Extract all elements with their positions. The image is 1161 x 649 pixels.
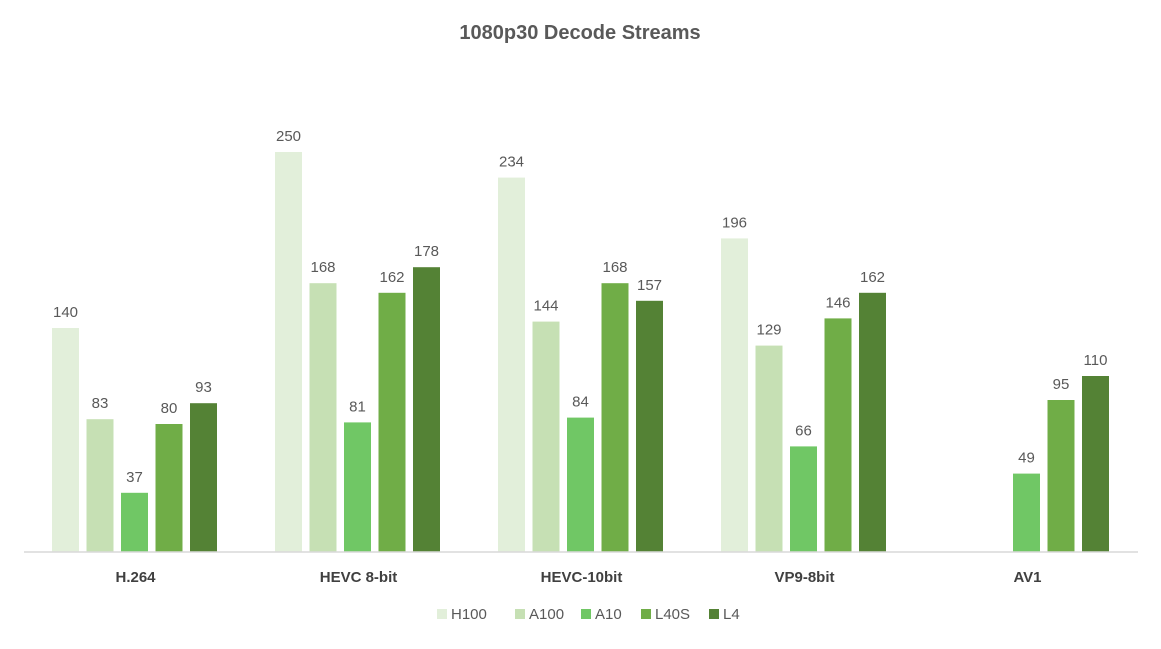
bar-l40s-hevc-10bit	[601, 283, 629, 552]
category-label-vp9-8bit: VP9-8bit	[774, 569, 834, 586]
data-label-h100-vp9-8bit: 196	[722, 214, 747, 231]
data-label-l4-av1: 110	[1084, 352, 1108, 369]
legend-swatch-a10	[581, 609, 591, 619]
data-label-a100-h-264: 83	[92, 395, 109, 412]
bar-l4-hevc-8-bit	[413, 267, 440, 552]
data-label-l40s-h-264: 80	[161, 400, 178, 417]
data-label-a10-h-264: 37	[126, 469, 143, 486]
legend: H100 A100 A10 L40S L4	[437, 606, 740, 623]
legend-label-h100: H100	[451, 606, 487, 623]
legend-label-a100: A100	[529, 606, 564, 623]
bar-h100-hevc-8-bit	[275, 152, 302, 552]
data-label-h100-h-264: 140	[53, 304, 78, 321]
data-label-a100-hevc-8-bit: 168	[310, 259, 335, 276]
bar-l4-av1	[1082, 376, 1109, 552]
bar-l4-h-264	[190, 403, 217, 552]
category-label-h-264: H.264	[115, 569, 156, 586]
bar-l4-hevc-10bit	[636, 300, 663, 552]
bar-a10-av1	[1013, 473, 1040, 552]
category-label-hevc-8-bit: HEVC 8-bit	[320, 569, 398, 586]
bar-h100-hevc-10bit	[498, 177, 525, 552]
legend-label-a10: A10	[595, 606, 622, 623]
data-label-a100-vp9-8bit: 129	[756, 322, 781, 339]
data-label-a10-vp9-8bit: 66	[795, 422, 812, 439]
data-label-a10-hevc-10bit: 84	[572, 394, 589, 411]
category-label-hevc-10bit: HEVC-10bit	[541, 569, 623, 586]
data-label-l40s-hevc-8-bit: 162	[379, 269, 404, 286]
data-label-a100-hevc-10bit: 144	[533, 298, 558, 315]
data-label-l4-hevc-10bit: 157	[637, 277, 662, 294]
bar-h100-h-264	[52, 328, 79, 552]
data-label-h100-hevc-8-bit: 250	[276, 128, 301, 145]
bar-a100-vp9-8bit	[755, 345, 783, 552]
data-label-a10-hevc-8-bit: 81	[349, 398, 366, 415]
data-label-l4-vp9-8bit: 162	[860, 269, 885, 286]
bar-a100-h-264	[86, 419, 114, 552]
data-label-l4-hevc-8-bit: 178	[414, 243, 439, 260]
data-label-a10-av1: 49	[1018, 450, 1035, 467]
bar-a100-hevc-8-bit	[309, 283, 337, 552]
data-label-l40s-vp9-8bit: 146	[825, 294, 850, 311]
plot-area: 140 83 37 80 93 250 168 81 162 178 234 144 84 168 157 1…	[52, 128, 1109, 552]
bar-l40s-vp9-8bit	[824, 318, 852, 552]
data-label-l40s-hevc-10bit: 168	[602, 259, 627, 276]
category-labels: H.264 HEVC 8-bit HEVC-10bit VP9-8bit AV1	[115, 569, 1041, 586]
bar-l4-vp9-8bit	[859, 292, 886, 552]
legend-swatch-l4	[709, 609, 719, 619]
bar-a10-vp9-8bit	[790, 446, 817, 552]
legend-swatch-l40s	[641, 609, 651, 619]
bar-l40s-h-264	[155, 424, 183, 552]
chart-title: 1080p30 Decode Streams	[459, 22, 700, 44]
legend-label-l40s: L40S	[655, 606, 690, 623]
bar-l40s-av1	[1047, 400, 1075, 552]
data-label-h100-hevc-10bit: 234	[499, 154, 524, 171]
legend-swatch-h100	[437, 609, 447, 619]
data-label-l40s-av1: 95	[1053, 376, 1070, 393]
legend-swatch-a100	[515, 609, 525, 619]
bar-a10-hevc-8-bit	[344, 422, 371, 552]
bar-a10-h-264	[121, 492, 148, 552]
bar-a100-hevc-10bit	[532, 321, 560, 552]
bar-h100-vp9-8bit	[721, 238, 748, 552]
bar-a10-hevc-10bit	[567, 417, 594, 552]
bar-l40s-hevc-8-bit	[378, 292, 406, 552]
data-label-l4-h-264: 93	[195, 379, 212, 396]
legend-label-l4: L4	[723, 606, 740, 623]
category-label-av1: AV1	[1013, 569, 1041, 586]
